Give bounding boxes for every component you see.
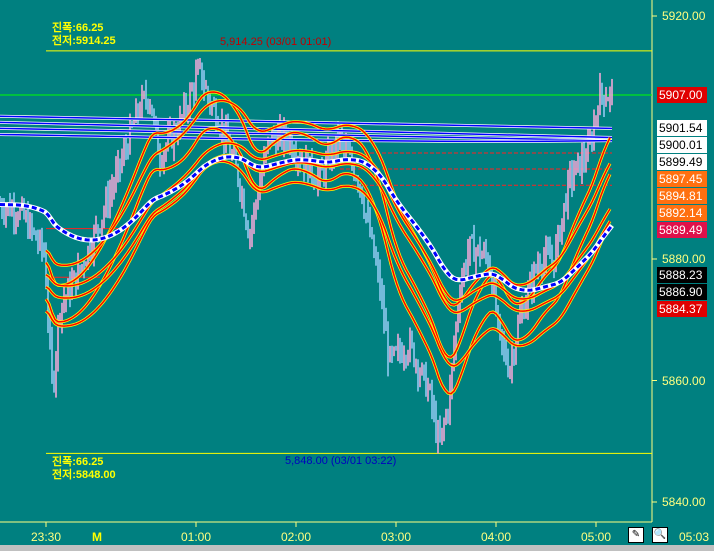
range-value: 진폭:66.25 bbox=[52, 22, 104, 34]
y-tick-label: 5840.00 bbox=[662, 495, 706, 509]
price-label: 5901.54 bbox=[657, 120, 707, 137]
price-label: 5897.45 bbox=[657, 171, 707, 188]
x-tick-label: 01:00 bbox=[180, 530, 212, 544]
price-label: 5888.23 bbox=[657, 267, 707, 283]
low-value: 전저:5848.00 bbox=[52, 469, 116, 481]
long-ma-outline bbox=[0, 154, 614, 293]
y-tick-label: 5920.00 bbox=[662, 9, 706, 23]
zoom-icon[interactable]: 🔍 bbox=[652, 527, 668, 543]
band-line bbox=[45, 127, 611, 395]
price-label: 5892.14 bbox=[657, 205, 707, 222]
price-label: 5900.01 bbox=[657, 137, 707, 154]
price-label: 5886.90 bbox=[657, 284, 707, 300]
price-label: 5884.37 bbox=[657, 301, 707, 317]
horizontal-scrollbar[interactable] bbox=[0, 545, 714, 551]
band-line bbox=[45, 99, 611, 306]
band-line bbox=[45, 91, 611, 358]
range-value: 진폭:66.25 bbox=[52, 456, 104, 468]
range-info-bottom: 진폭:66.25 전저:5848.00 bbox=[52, 456, 116, 482]
x-tick-label: 03:00 bbox=[380, 530, 412, 544]
x-tick-label: 02:00 bbox=[280, 530, 312, 544]
price-label: 5899.49 bbox=[657, 154, 707, 171]
last-time-label: 05:03 bbox=[678, 530, 710, 544]
band-line bbox=[45, 154, 611, 314]
x-marker-m: M bbox=[92, 530, 102, 544]
x-tick-label: 05:00 bbox=[580, 530, 612, 544]
x-tick-label: 23:30 bbox=[30, 530, 62, 544]
high-annotation: 5,914.25 (03/01 01:01) bbox=[220, 36, 332, 48]
band-line bbox=[45, 160, 611, 367]
x-tick-label: 04:00 bbox=[480, 530, 512, 544]
long-ma-line bbox=[0, 155, 614, 292]
price-label: 5907.00 bbox=[657, 86, 707, 103]
y-tick-label: 5860.00 bbox=[662, 373, 706, 388]
range-info-top: 진폭:66.25 전저:5914.25 bbox=[52, 22, 116, 48]
y-tick-label: 5880.00 bbox=[662, 252, 706, 266]
low-annotation: 5,848.00 (03/01 03:22) bbox=[285, 455, 397, 467]
band-line bbox=[45, 142, 611, 302]
price-label: 5894.81 bbox=[657, 188, 707, 205]
ma-line bbox=[0, 133, 613, 143]
price-label: 5889.49 bbox=[657, 222, 707, 239]
high-value: 전저:5914.25 bbox=[52, 35, 116, 47]
pencil-icon[interactable]: ✎ bbox=[628, 527, 644, 543]
